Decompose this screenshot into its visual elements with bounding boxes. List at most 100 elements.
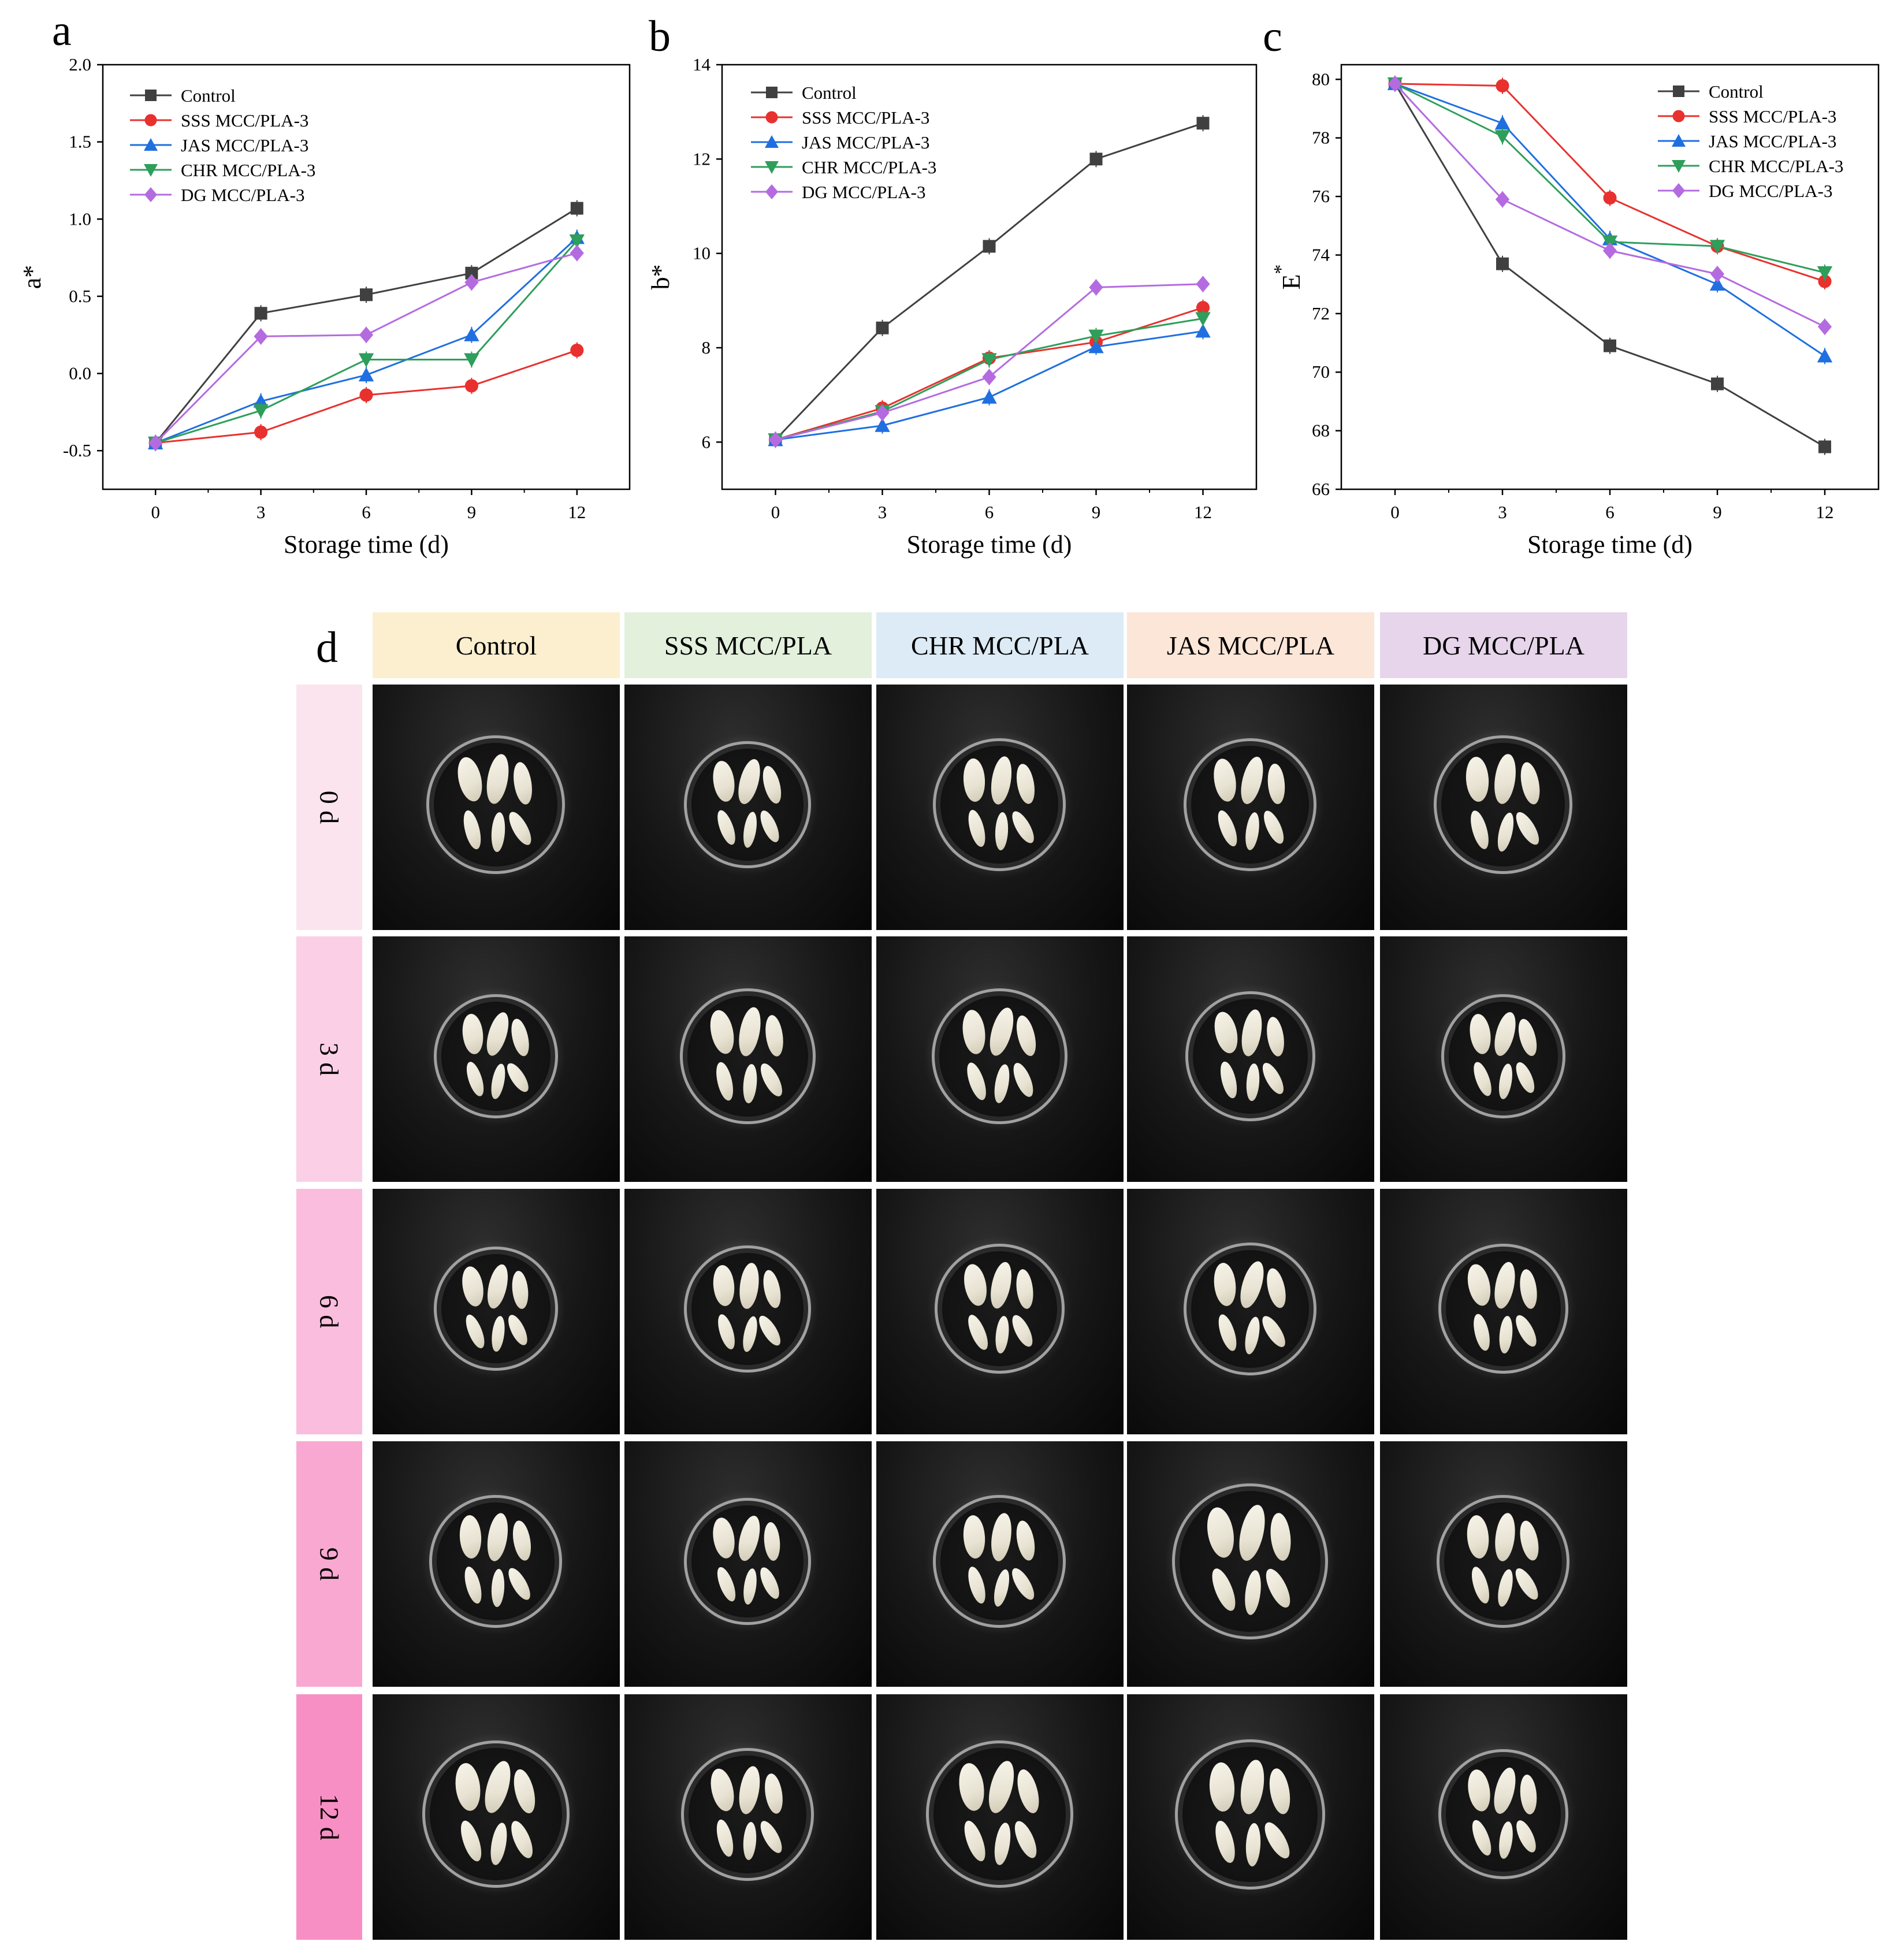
garlic-slice — [965, 1565, 990, 1606]
chart-a-xtick-label: 6 — [362, 502, 371, 522]
petri-dish — [931, 988, 1067, 1124]
sample-photo — [876, 1694, 1124, 1940]
petri-dish — [426, 735, 565, 874]
chart-b-xtick-label: 3 — [878, 502, 887, 522]
chart-c-legend-label: CHR MCC/PLA-3 — [1709, 156, 1843, 176]
garlic-slice — [988, 754, 1015, 806]
sample-photo — [373, 936, 620, 1182]
garlic-slice — [960, 1008, 988, 1055]
chart-a-legend-marker — [144, 114, 157, 127]
chart-c-point — [1818, 440, 1831, 453]
chart-c-series-4 — [1388, 75, 1832, 335]
garlic-slice — [762, 1772, 785, 1816]
chart-c-legend-label: SSS MCC/PLA-3 — [1709, 106, 1836, 127]
chart-c-point — [1817, 266, 1833, 281]
sample-photo — [1127, 1694, 1374, 1940]
petri-dish — [1437, 1494, 1569, 1628]
chart-b-ytick-label: 8 — [702, 337, 711, 358]
chart-c-point — [1496, 79, 1509, 93]
chart-c-point — [1817, 318, 1832, 335]
garlic-slice — [757, 808, 783, 845]
chart-c-ylabel: E* — [1270, 265, 1305, 290]
chart-a-legend-label: JAS MCC/PLA-3 — [181, 135, 308, 155]
row-header-label: 12 d — [314, 1794, 344, 1840]
chart-b-legend-marker — [765, 111, 778, 124]
chart-a-point — [464, 353, 479, 367]
chart-c-point — [1496, 257, 1509, 270]
chart-c-legend-label: JAS MCC/PLA-3 — [1709, 131, 1836, 151]
petri-dish — [1434, 735, 1572, 874]
garlic-slice — [1495, 1568, 1516, 1608]
garlic-slice — [510, 1270, 530, 1310]
sample-photo — [876, 1189, 1124, 1434]
chart-b-point — [1089, 153, 1103, 166]
garlic-slice — [456, 1818, 485, 1864]
petri-dish — [1184, 1242, 1316, 1375]
chart-c-point — [1494, 130, 1511, 144]
chart-b-series-2 — [768, 323, 1211, 448]
column-header: Control — [373, 612, 620, 678]
chart-a-series-line — [155, 207, 578, 444]
column-header: CHR MCC/PLA — [876, 612, 1124, 678]
garlic-slice — [1014, 1268, 1036, 1310]
garlic-slice — [1211, 1818, 1238, 1865]
sample-photo — [624, 1441, 872, 1687]
garlic-slice — [484, 1511, 511, 1563]
garlic-slice — [1512, 1817, 1540, 1855]
chart-c-ytick-label: 80 — [1312, 69, 1330, 89]
sample-photo — [1127, 685, 1374, 930]
garlic-slice — [760, 764, 785, 806]
chart-a-point — [254, 328, 268, 345]
garlic-slice — [1512, 1059, 1538, 1096]
sample-photo — [1127, 1441, 1374, 1687]
garlic-slice — [959, 1818, 990, 1864]
sample-photo — [373, 685, 620, 930]
garlic-slice — [490, 1315, 507, 1352]
chart-a-ytick-label: -0.5 — [63, 440, 91, 460]
chart-b-point — [1196, 117, 1210, 130]
petri-dish — [1185, 991, 1315, 1121]
column-header: SSS MCC/PLA — [624, 612, 872, 678]
garlic-slice — [1519, 1773, 1538, 1815]
garlic-slice — [737, 1262, 761, 1310]
chart-a-xtick-label: 0 — [151, 502, 160, 522]
chart-b-point — [981, 353, 997, 367]
garlic-slice — [480, 1758, 516, 1816]
garlic-slice — [1009, 1060, 1037, 1099]
garlic-slice — [1258, 1060, 1288, 1098]
garlic-slice — [510, 1767, 540, 1816]
garlic-slice — [462, 1312, 488, 1351]
chart-b-legend-marker — [765, 135, 779, 148]
garlic-slice — [460, 1013, 485, 1055]
chart-c: 66 68 70 72 74 76 78 80 0 3 6 9 12 Storage time (d) E*… — [1270, 64, 1880, 559]
garlic-slice — [504, 1565, 534, 1603]
garlic-slice — [991, 1568, 1013, 1608]
chart-c-ytick-label: 74 — [1312, 244, 1330, 265]
chart-a-legend-label: DG MCC/PLA-3 — [181, 185, 304, 205]
chart-c-legend-marker — [1672, 134, 1686, 147]
garlic-slice — [994, 1315, 1010, 1354]
chart-b-xlabel: Storage time (d) — [907, 530, 1072, 559]
garlic-slice — [1261, 1565, 1295, 1611]
garlic-slice — [741, 1567, 758, 1606]
garlic-slice — [962, 758, 987, 803]
sample-photo — [876, 1441, 1124, 1687]
chart-b-point — [1088, 329, 1104, 344]
chart-a: -0.5 0.0 0.5 1.0 1.5 2.0 0 3 6 9 12 Storage time (d… — [18, 54, 631, 559]
row-header: 9 d — [296, 1441, 362, 1687]
garlic-slice — [460, 808, 485, 851]
chart-b-point — [1196, 301, 1210, 315]
garlic-slice — [1013, 1519, 1037, 1563]
chart-b-point — [876, 321, 889, 334]
garlic-slice — [483, 752, 512, 806]
sample-photo — [1380, 1441, 1627, 1687]
chart-a-legend-label: SSS MCC/PLA-3 — [181, 110, 308, 131]
garlic-slice — [1490, 1009, 1519, 1058]
garlic-slice — [511, 761, 535, 806]
garlic-slice — [1494, 811, 1517, 853]
sample-photo — [876, 685, 1124, 930]
petri-dish — [681, 1747, 814, 1881]
sample-photo — [373, 1694, 620, 1940]
chart-b-series-4 — [768, 276, 1210, 448]
sample-photo — [1127, 1189, 1374, 1434]
